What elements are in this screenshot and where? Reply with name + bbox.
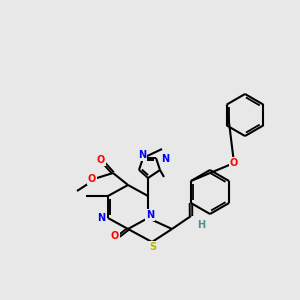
Text: O: O bbox=[88, 174, 96, 184]
Text: S: S bbox=[149, 242, 157, 252]
Text: N: N bbox=[97, 213, 105, 223]
Text: N: N bbox=[146, 210, 154, 220]
Text: O: O bbox=[230, 158, 238, 168]
Text: N: N bbox=[161, 154, 169, 164]
Text: N: N bbox=[138, 150, 146, 160]
Text: O: O bbox=[111, 231, 119, 241]
Text: H: H bbox=[197, 220, 205, 230]
Text: O: O bbox=[97, 155, 105, 165]
